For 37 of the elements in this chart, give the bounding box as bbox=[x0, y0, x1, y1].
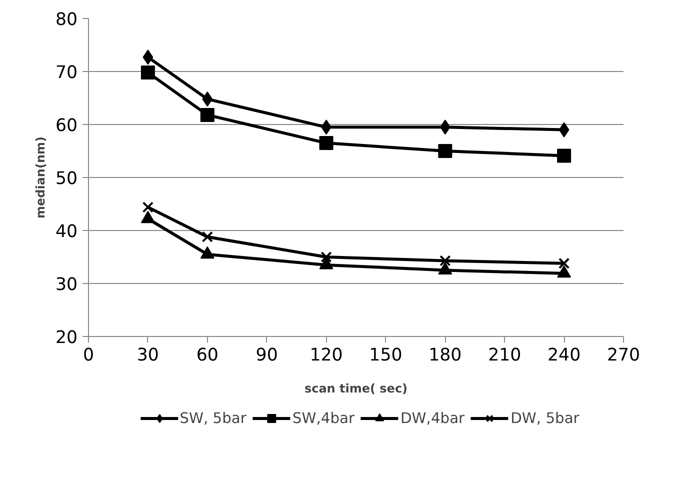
legend-label: DW,4bar bbox=[400, 410, 465, 426]
point bbox=[440, 255, 451, 266]
point bbox=[557, 148, 572, 163]
x-tick-label: 0 bbox=[82, 346, 94, 366]
point bbox=[142, 50, 154, 65]
y-tick-label: 30 bbox=[55, 275, 78, 295]
point bbox=[320, 251, 332, 263]
point bbox=[202, 92, 213, 107]
legend-label: DW, 5bar bbox=[510, 410, 580, 426]
x-tick-label: 180 bbox=[428, 346, 462, 366]
x-tick-label: 210 bbox=[488, 346, 522, 366]
point bbox=[558, 258, 570, 269]
x-tick-label: 90 bbox=[256, 346, 278, 366]
point bbox=[140, 66, 155, 80]
point bbox=[202, 231, 213, 242]
point bbox=[438, 144, 452, 158]
y-tick-label: 70 bbox=[55, 63, 78, 83]
y-tick-label: 20 bbox=[55, 328, 78, 348]
x-tick-label: 120 bbox=[310, 346, 343, 366]
x-tick-label: 60 bbox=[196, 346, 218, 366]
y-axis-title: median(nm) bbox=[33, 136, 48, 218]
point bbox=[438, 262, 452, 275]
x-tick-label: 240 bbox=[548, 346, 581, 366]
point bbox=[200, 108, 214, 122]
x-tick-label: 30 bbox=[136, 346, 159, 366]
x-axis-title: scan time( sec) bbox=[304, 382, 408, 396]
y-tick-label: 50 bbox=[55, 169, 78, 189]
point bbox=[558, 122, 570, 138]
y-tick-label: 40 bbox=[55, 222, 78, 242]
x-tick-label: 270 bbox=[606, 346, 640, 366]
y-tick-label: 60 bbox=[55, 116, 78, 136]
point bbox=[142, 202, 154, 213]
x-tick-label: 150 bbox=[369, 346, 402, 366]
point bbox=[319, 136, 334, 150]
y-tick-label: 80 bbox=[55, 10, 78, 30]
legend-label: SW,4bar bbox=[292, 410, 355, 426]
legend-label: SW, 5bar bbox=[180, 410, 246, 426]
